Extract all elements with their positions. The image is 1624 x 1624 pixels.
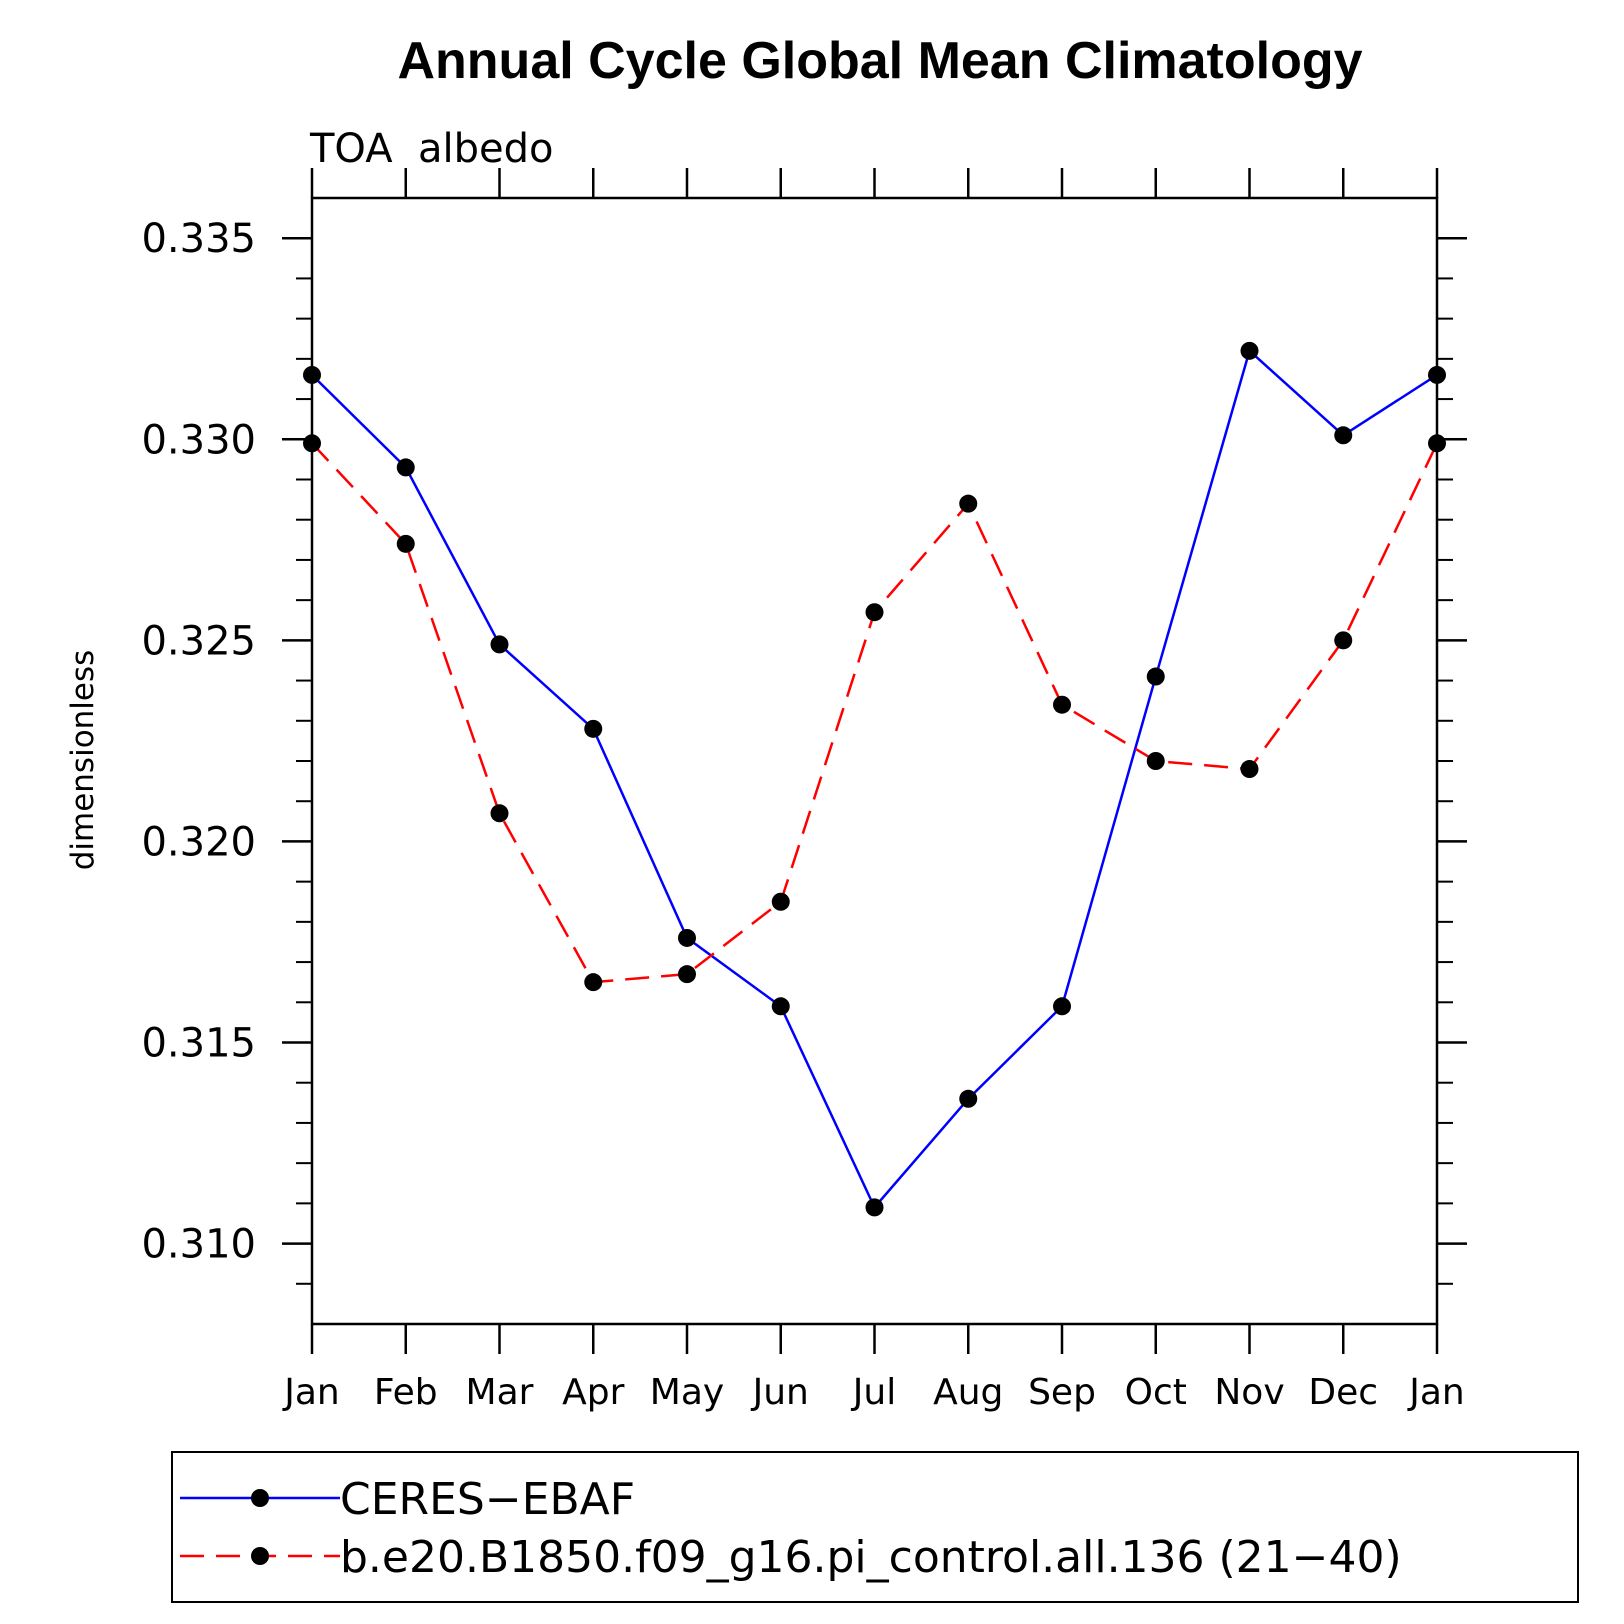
legend-label: CERES−EBAF [340,1474,635,1525]
y-tick-label: 0.315 [141,1021,256,1067]
legend-box [171,1451,1579,1603]
y-tick-label: 0.310 [141,1222,256,1268]
series-line-2 [311,442,1439,984]
data-point [1334,631,1353,650]
x-tick-label: Feb [374,1372,438,1413]
x-tick-label: Jan [1407,1372,1465,1413]
x-tick-label: Dec [1308,1372,1378,1413]
data-point [584,719,603,738]
chart-title: Annual Cycle Global Mean Climatology [397,32,1362,90]
series-line-1 [311,348,1438,1210]
series-layer [303,341,1446,1217]
data-point [396,458,415,477]
x-tick-label: Jun [751,1372,809,1413]
y-tick-label: 0.325 [141,618,256,664]
data-point [678,965,696,984]
y-tick-label: 0.330 [141,417,256,463]
y-tick-label: 0.335 [141,216,256,262]
x-tick-label: Nov [1214,1372,1284,1413]
data-point [1240,341,1259,360]
plot-frame [310,196,1439,1326]
x-tick-label: Sep [1028,1372,1096,1413]
data-point [1146,752,1165,770]
data-point [1053,695,1071,714]
x-tick-label: Oct [1125,1372,1187,1413]
data-point [490,635,509,654]
data-point [959,1089,978,1108]
data-point [771,892,790,911]
data-point [1334,426,1353,445]
x-tick-label: Mar [466,1372,534,1413]
data-point [1146,667,1165,686]
data-point [490,804,509,823]
legend-label: b.e20.B1850.f09_g16.pi_control.all.136 (… [340,1532,1402,1583]
axes-layer: 0.310 0.315 0.320 0.325 0.330 0.335 Jan Feb Mar A… [141,168,1467,1413]
legend-marker [251,1547,269,1565]
y-tick-label: 0.320 [141,819,256,865]
data-point [584,973,603,992]
x-tick-label: Jan [282,1372,340,1413]
data-point [396,534,415,553]
x-tick-label: May [650,1372,724,1413]
data-point [1240,760,1259,779]
data-point [678,928,696,947]
data-point [1053,997,1071,1016]
data-point [865,603,884,622]
x-tick-label: Aug [933,1372,1003,1413]
data-point [959,494,978,513]
data-point [865,1198,884,1217]
chart-subtitle: TOA albedo [309,126,554,172]
data-point [771,997,790,1016]
y-axis-label: dimensionless [65,650,101,871]
x-tick-label: Apr [562,1372,624,1413]
x-tick-label: Jul [851,1372,896,1413]
legend: CERES−EBAF b.e20.B1850.f09_g16.pi_control… [171,1451,1579,1603]
legend-marker [251,1489,269,1507]
